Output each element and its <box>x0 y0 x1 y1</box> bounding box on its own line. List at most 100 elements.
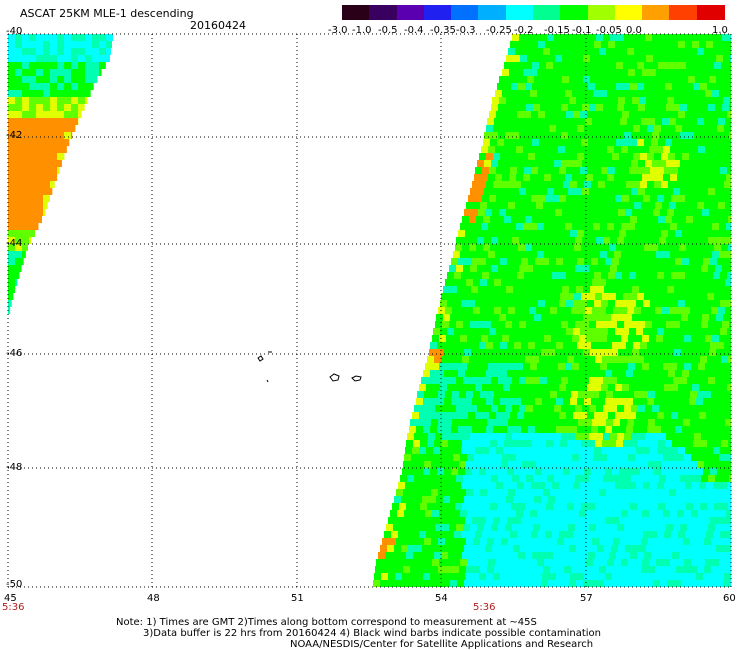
swath-cell <box>664 300 671 307</box>
swath-cell <box>678 41 685 48</box>
swath-cell <box>396 538 403 545</box>
swath-cell <box>538 41 545 48</box>
swath-cell <box>589 237 596 244</box>
swath-cell <box>708 321 715 328</box>
swath-cell <box>564 538 571 545</box>
swath-cell <box>697 538 704 545</box>
swath-cell <box>569 286 576 293</box>
swath-cell <box>497 440 504 447</box>
swath-cell <box>604 314 611 321</box>
swath-cell <box>445 307 452 314</box>
swath-cell <box>584 125 591 132</box>
swath-cell <box>509 335 516 342</box>
swath-cell <box>618 97 625 104</box>
swath-cell <box>633 125 640 132</box>
swath-cell <box>509 69 516 76</box>
swath-cell <box>710 342 717 349</box>
swath-cell <box>610 34 617 41</box>
swath-cell <box>375 566 382 573</box>
swath-cell <box>704 279 711 286</box>
swath-cell <box>499 286 506 293</box>
swath-cell <box>478 545 485 552</box>
swath-cell <box>466 566 473 573</box>
swath-cell <box>453 559 460 566</box>
swath-cell <box>585 391 592 398</box>
swath-cell <box>585 419 592 426</box>
swath-cell <box>701 475 708 482</box>
swath-cell <box>36 55 43 62</box>
swath-cell <box>583 286 590 293</box>
swath-cell <box>457 496 464 503</box>
swath-cell <box>720 384 727 391</box>
swath-cell <box>416 468 423 475</box>
swath-cell <box>416 573 423 580</box>
swath-cell <box>433 531 440 538</box>
swath-cell <box>539 356 546 363</box>
swath-cell <box>513 545 520 552</box>
swath-cell <box>475 300 482 307</box>
swath-cell <box>659 321 666 328</box>
swath-cell <box>702 209 709 216</box>
swath-cell <box>729 132 731 139</box>
swath-cell <box>652 433 659 440</box>
swath-cell <box>710 517 717 524</box>
swath-cell <box>85 76 92 83</box>
swath-cell <box>558 559 565 566</box>
swath-cell <box>463 265 470 272</box>
swath-cell <box>493 573 500 580</box>
swath-cell <box>15 195 22 202</box>
swath-cell <box>522 307 529 314</box>
swath-cell <box>533 132 540 139</box>
swath-cell <box>463 405 470 412</box>
swath-cell <box>608 111 615 118</box>
swath-cell <box>613 461 620 468</box>
swath-cell <box>545 272 552 279</box>
swath-cell <box>22 41 29 48</box>
swath-cell <box>565 454 572 461</box>
swath-cell <box>474 174 481 181</box>
swath-cell <box>477 475 484 482</box>
swath-cell <box>667 209 674 216</box>
swath-cell <box>685 111 692 118</box>
swath-cell <box>509 90 516 97</box>
lat-label-40: -40 <box>6 26 23 37</box>
swath-cell <box>8 223 15 230</box>
swath-cell <box>515 461 522 468</box>
swath-cell <box>404 510 411 517</box>
swath-cell <box>533 433 540 440</box>
swath-cell <box>543 566 550 573</box>
swath-cell <box>683 538 690 545</box>
swath-cell <box>568 405 575 412</box>
swath-cell <box>532 216 539 223</box>
swath-cell <box>497 139 504 146</box>
lon-label-45: 45 <box>4 593 17 604</box>
swath-cell <box>554 524 561 531</box>
swath-cell <box>627 489 634 496</box>
swath-cell <box>508 307 515 314</box>
swath-cell <box>571 391 578 398</box>
swath-cell <box>550 202 557 209</box>
swath-cell <box>432 363 439 370</box>
swath-cell <box>57 153 64 160</box>
swath-cell <box>529 391 536 398</box>
swath-cell <box>658 552 665 559</box>
swath-cell <box>602 62 609 69</box>
swath-cell <box>673 321 680 328</box>
swath-cell <box>641 489 648 496</box>
swath-cell <box>57 139 64 146</box>
swath-cell <box>425 559 432 566</box>
swath-cell <box>444 370 451 377</box>
swath-cell <box>645 524 652 531</box>
swath-cell <box>440 300 447 307</box>
swath-cell <box>473 419 480 426</box>
swath-cell <box>506 496 513 503</box>
swath-cell <box>718 538 725 545</box>
swath-cell <box>606 461 613 468</box>
swath-cell <box>64 55 71 62</box>
swath-cell <box>666 475 673 482</box>
swath-cell <box>600 69 607 76</box>
swath-cell <box>50 167 57 174</box>
swath-cell <box>663 335 670 342</box>
swath-cell <box>582 405 589 412</box>
swath-cell <box>601 447 608 454</box>
